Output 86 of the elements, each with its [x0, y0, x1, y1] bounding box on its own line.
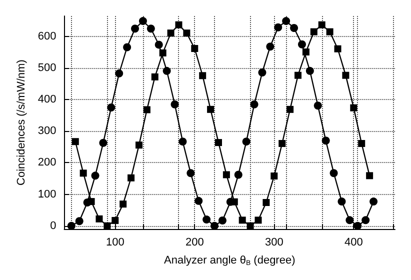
point	[366, 172, 374, 180]
point	[370, 198, 378, 206]
point	[274, 23, 282, 32]
y-tick-label: 0	[50, 220, 56, 232]
point	[214, 139, 222, 146]
point	[278, 140, 286, 147]
point	[96, 215, 103, 222]
point	[330, 169, 338, 178]
point	[290, 24, 298, 32]
point	[250, 100, 258, 108]
point	[138, 17, 147, 26]
point	[210, 222, 219, 230]
point	[222, 171, 230, 178]
point	[154, 40, 163, 49]
point	[286, 106, 294, 113]
point	[334, 45, 342, 52]
point	[75, 217, 84, 226]
y-tick-label: 600	[38, 30, 56, 43]
point	[107, 104, 116, 112]
point	[146, 24, 155, 33]
point	[202, 216, 211, 224]
point	[262, 198, 270, 206]
x-tick-label: 100	[106, 236, 124, 248]
point	[314, 102, 322, 110]
y-tick-label: 500	[38, 62, 56, 74]
point	[183, 30, 190, 37]
point	[306, 66, 314, 75]
point	[242, 138, 250, 146]
point	[318, 21, 326, 28]
point	[350, 104, 358, 112]
point	[135, 142, 142, 149]
point	[258, 68, 266, 76]
x-tick-label: 300	[264, 236, 284, 248]
point	[191, 45, 198, 52]
point	[199, 72, 206, 80]
point	[115, 69, 124, 78]
point	[342, 72, 350, 79]
point	[80, 170, 87, 177]
point	[354, 222, 362, 230]
point	[67, 222, 76, 230]
point	[170, 100, 179, 108]
point	[266, 42, 274, 51]
point	[322, 136, 330, 145]
point	[88, 198, 95, 206]
point	[178, 138, 187, 146]
y-axis-title: Coincidences (/s/mW/nm)	[16, 60, 28, 186]
point	[346, 216, 354, 224]
point	[298, 40, 306, 48]
point	[151, 73, 158, 80]
point	[207, 106, 214, 113]
x-tick-label: 200	[185, 236, 204, 248]
point	[338, 198, 346, 206]
y-tick-label: 200	[38, 156, 56, 169]
point	[159, 49, 166, 56]
point	[234, 170, 242, 179]
point	[194, 196, 203, 205]
point	[128, 174, 135, 182]
point	[91, 172, 100, 180]
x-tick-label: 400	[344, 236, 363, 248]
point	[326, 28, 334, 36]
point	[112, 216, 119, 224]
point	[358, 140, 366, 147]
point	[131, 24, 140, 33]
y-tick-label: 100	[38, 188, 56, 200]
point	[238, 216, 246, 224]
point	[282, 17, 290, 26]
point	[246, 222, 254, 230]
point	[143, 106, 150, 114]
point	[254, 216, 262, 224]
point	[167, 30, 174, 37]
point	[104, 222, 111, 230]
point	[302, 48, 310, 56]
point	[186, 169, 195, 178]
point	[99, 138, 108, 147]
y-tick-label: 300	[38, 125, 56, 138]
point	[362, 216, 370, 224]
point	[270, 172, 278, 180]
point	[72, 138, 79, 146]
point	[123, 43, 132, 52]
point	[218, 216, 226, 224]
point	[120, 200, 127, 208]
y-tick-label: 400	[38, 94, 56, 106]
point	[162, 66, 171, 75]
point	[294, 72, 302, 79]
point	[310, 28, 318, 36]
point	[175, 21, 182, 28]
